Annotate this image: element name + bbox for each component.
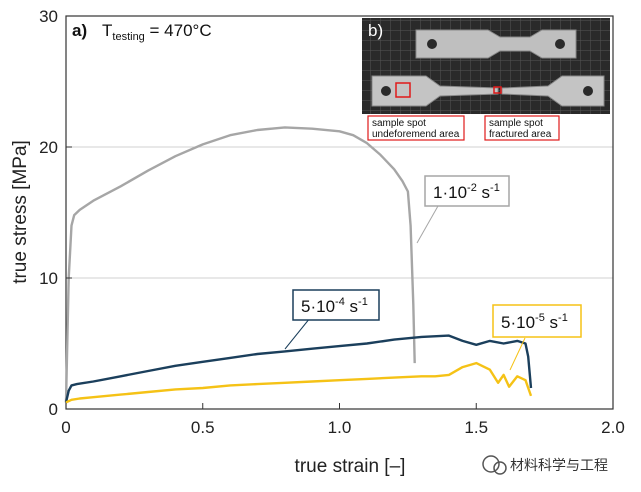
label-unit-exp: -1	[358, 296, 368, 308]
wechat-icon	[482, 455, 500, 473]
series-label-navy: 5·10-4 s-1	[284, 289, 380, 350]
temperature-symbol: T	[102, 21, 112, 40]
label-unit: s	[345, 297, 358, 316]
x-tick-label: 0.5	[191, 418, 215, 437]
wechat-icon-small	[493, 461, 507, 475]
label-base: 1·10	[433, 183, 467, 202]
inset-caption-left-box	[367, 115, 465, 141]
x-tick-label: 1.0	[328, 418, 352, 437]
x-axis-label: true strain [–]	[295, 456, 406, 477]
undeformed-spot-marker	[395, 82, 411, 98]
temperature-subscript: testing	[112, 31, 144, 43]
inset-caption-right-line2: fractured area	[489, 129, 552, 140]
inset-caption-left: sample spot undeforemend area	[367, 115, 465, 141]
label-unit: s	[477, 183, 490, 202]
inset-caption-right-box	[484, 115, 560, 141]
series-label-yellow-leader	[509, 337, 526, 371]
series-label-gray-box	[424, 175, 510, 207]
label-exp: -4	[335, 296, 345, 308]
watermark: 材料科学与工程	[482, 455, 608, 475]
label-unit-exp: -1	[558, 312, 568, 324]
panel-label-a: a)	[72, 21, 87, 40]
inset-photo: b)	[362, 18, 610, 114]
x-tick-label: 1.5	[464, 418, 488, 437]
label-exp: -2	[467, 182, 477, 194]
inset-caption-right-line1: sample spot	[489, 118, 543, 129]
specimen-fractured-right-icon	[501, 75, 605, 107]
y-tick-label: 0	[49, 400, 58, 419]
series-layer	[64, 126, 533, 404]
testing-temperature: Ttesting = 470°C	[102, 21, 212, 43]
y-tick-label: 20	[39, 138, 58, 157]
series-label-yellow-box	[492, 304, 582, 338]
label-unit: s	[545, 313, 558, 332]
inset-caption-left-line2: undeforemend area	[372, 129, 460, 140]
grid-lines	[66, 146, 613, 279]
label-base: 5·10	[501, 313, 535, 332]
watermark-text: 材料科学与工程	[510, 458, 608, 474]
specimen-hole-icon	[583, 86, 593, 96]
series-label-gray-leader	[416, 205, 439, 244]
series-label-navy-box	[292, 289, 380, 321]
specimen-untested-icon	[415, 29, 577, 59]
x-tick-label: 2.0	[601, 418, 625, 437]
label-unit-exp: -1	[490, 182, 500, 194]
fractured-spot-marker	[493, 86, 502, 94]
series-label-yellow: 5·10-5 s-1	[492, 304, 582, 371]
series-label-yellow-text: 5·10-5 s-1	[501, 312, 568, 332]
y-tick-label: 30	[39, 7, 58, 26]
series-line-1	[64, 334, 533, 403]
series-label-gray: 1·10-2 s-1	[416, 175, 510, 244]
inset-caption-left-line1: sample spot	[372, 118, 426, 129]
specimen-hole-icon	[427, 39, 437, 49]
label-exp: -5	[535, 312, 545, 324]
specimen-hole-icon	[381, 86, 391, 96]
series-label-navy-leader	[284, 317, 311, 350]
series-line-0	[64, 126, 416, 403]
series-label-gray-text: 1·10-2 s-1	[433, 182, 500, 202]
temperature-value: = 470°C	[145, 21, 212, 40]
axis-ticks: 0 10 20 30 0 0.5 1.0 1.5 2.0	[39, 7, 625, 437]
y-tick-label: 10	[39, 269, 58, 288]
series-label-navy-text: 5·10-4 s-1	[301, 296, 368, 316]
series-line-2	[65, 361, 533, 404]
y-axis-label: true stress [MPa]	[10, 140, 31, 284]
specimen-hole-icon	[555, 39, 565, 49]
inset-caption-right: sample spot fractured area	[484, 115, 560, 141]
x-tick-label: 0	[61, 418, 70, 437]
label-base: 5·10	[301, 297, 335, 316]
panel-label-b: b)	[368, 21, 383, 40]
